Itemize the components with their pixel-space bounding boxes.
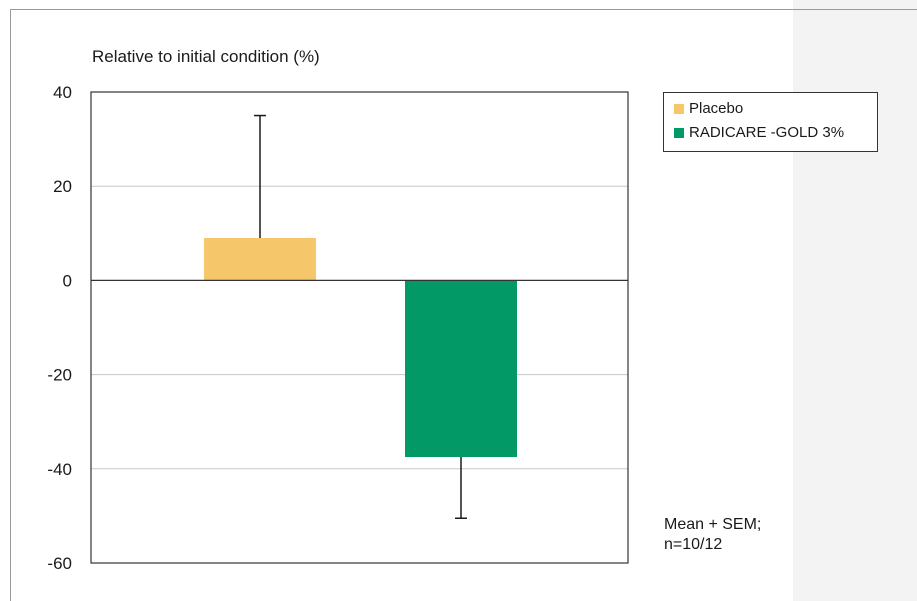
statistics-note: Mean + SEM; n=10/12 — [664, 515, 761, 555]
placebo-swatch-icon — [674, 103, 684, 114]
y-axis-title: Relative to initial condition (%) — [92, 47, 320, 66]
plot-border — [90, 91, 629, 564]
radicare-swatch-icon — [674, 127, 684, 138]
y-tick-label: 20 — [53, 177, 72, 196]
frame-left-border — [10, 9, 11, 601]
legend: Placebo RADICARE -GOLD 3% — [663, 92, 878, 152]
note-line-1: Mean + SEM; — [664, 516, 762, 533]
frame-top-border — [10, 9, 917, 10]
legend-item-placebo: Placebo — [674, 100, 743, 117]
note-line-2: n=10/12 — [664, 536, 723, 553]
y-tick-label: -60 — [47, 554, 72, 573]
y-tick-label: 0 — [63, 271, 72, 290]
y-tick-label: -40 — [47, 460, 72, 479]
legend-item-radicare: RADICARE -GOLD 3% — [674, 124, 844, 141]
bar — [405, 280, 517, 458]
y-tick-label: -20 — [47, 366, 72, 385]
legend-label-placebo: Placebo — [689, 100, 744, 117]
y-tick-label: 40 — [53, 83, 72, 102]
legend-label-radicare: RADICARE -GOLD 3% — [689, 124, 845, 141]
bar — [204, 238, 316, 281]
